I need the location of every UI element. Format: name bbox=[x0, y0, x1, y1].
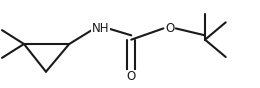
Text: O: O bbox=[165, 22, 175, 35]
Text: O: O bbox=[127, 70, 136, 83]
Text: NH: NH bbox=[92, 22, 109, 35]
